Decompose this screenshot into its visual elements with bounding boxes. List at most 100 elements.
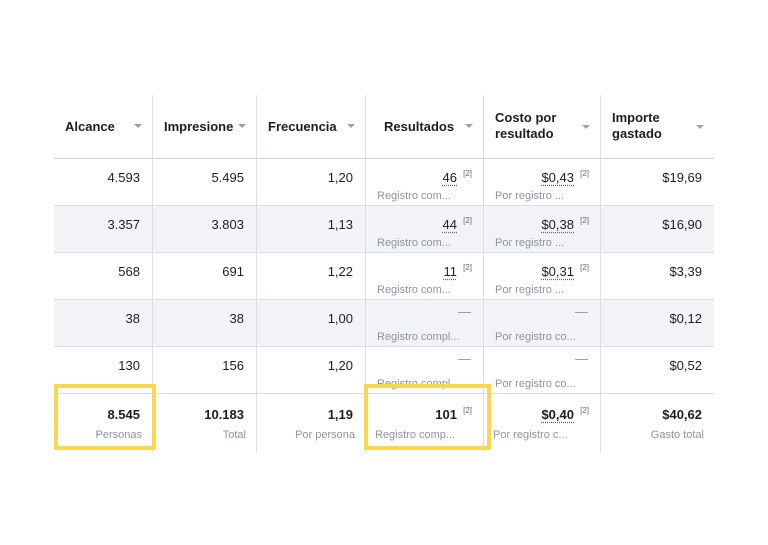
cell-importe: $0,12 [601, 300, 714, 346]
column-header-label: Costo por resultado [495, 110, 557, 141]
resultados-empty-value: — [458, 351, 471, 366]
result-type-label: Registro compl... [377, 331, 460, 343]
total-impresiones: 10.183 Total [153, 394, 257, 452]
total-costo: $0,40 [2] Por registro c... [484, 394, 601, 452]
column-header-resultados[interactable]: Resultados [366, 95, 484, 158]
resultados-empty-value: — [458, 304, 471, 319]
total-frecuencia-value: 1,19 [327, 407, 353, 422]
footnote-marker: [2] [580, 406, 589, 415]
column-header-label: Resultados [384, 119, 455, 134]
total-alcance: 8.545 Personas [54, 394, 153, 452]
cost-type-label: Por registro co... [495, 378, 576, 390]
cell-alcance: 130 [54, 347, 153, 393]
importe-value: $3,39 [669, 264, 702, 279]
impresiones-value: 691 [222, 264, 244, 279]
total-resultados-label: Registro comp... [375, 429, 456, 441]
total-frecuencia-label: Por persona [295, 429, 355, 441]
cell-resultados: — Registro compl... [366, 347, 484, 393]
result-type-label: Registro com... [377, 284, 451, 296]
impresiones-value: 38 [229, 311, 244, 326]
column-header-label: Importe gastado [612, 110, 662, 141]
importe-value: $16,90 [662, 217, 702, 232]
column-header-costo-por-resultado[interactable]: Costo por resultado [484, 95, 601, 158]
cell-costo: $0,43 [2] Por registro ... [484, 159, 601, 205]
impresiones-value: 5.495 [211, 170, 244, 185]
total-impresiones-label: Total [222, 429, 246, 441]
cost-type-label: Por registro co... [495, 331, 576, 343]
alcance-value: 3.357 [107, 217, 140, 232]
sort-arrow-icon[interactable] [465, 124, 473, 128]
cell-resultados: 11 [2] Registro com... [366, 253, 484, 299]
total-frecuencia: 1,19 Por persona [257, 394, 366, 452]
cost-type-label: Por registro ... [495, 237, 565, 249]
alcance-value: 568 [118, 264, 140, 279]
cell-costo: — Por registro co... [484, 347, 601, 393]
cell-frecuencia: 1,20 [257, 347, 366, 393]
result-type-label: Registro com... [377, 237, 451, 249]
footnote-marker: [2] [580, 216, 589, 225]
column-header-alcance[interactable]: Alcance [54, 95, 153, 158]
importe-value: $0,12 [669, 311, 702, 326]
column-header-label: Frecuencia [268, 119, 337, 134]
cell-frecuencia: 1,13 [257, 206, 366, 252]
costo-value[interactable]: $0,43 [541, 170, 574, 185]
total-importe-value: $40,62 [662, 407, 702, 422]
alcance-value: 38 [125, 311, 140, 326]
costo-value[interactable]: $0,38 [541, 217, 574, 232]
total-alcance-value: 8.545 [107, 407, 140, 422]
frecuencia-value: 1,00 [327, 311, 353, 326]
cell-alcance: 38 [54, 300, 153, 346]
frecuencia-value: 1,22 [327, 264, 353, 279]
cost-type-label: Por registro ... [495, 190, 565, 202]
cell-alcance: 3.357 [54, 206, 153, 252]
cell-resultados: 46 [2] Registro com... [366, 159, 484, 205]
cell-importe: $0,52 [601, 347, 714, 393]
costo-value[interactable]: $0,31 [541, 264, 574, 279]
cell-costo: $0,31 [2] Por registro ... [484, 253, 601, 299]
column-header-importe-gastado[interactable]: Importe gastado [601, 95, 714, 158]
result-type-label: Registro com... [377, 190, 451, 202]
table-row: 3.357 3.803 1,13 44 [2] Registro com... … [54, 206, 714, 253]
footnote-marker: [2] [580, 169, 589, 178]
resultados-value[interactable]: 11 [443, 264, 458, 279]
footnote-marker: [2] [463, 216, 472, 225]
footnote-marker: [2] [463, 406, 472, 415]
cell-frecuencia: 1,22 [257, 253, 366, 299]
total-resultados-value: 101 [435, 407, 457, 422]
alcance-value: 130 [118, 358, 140, 373]
sort-arrow-icon[interactable] [238, 124, 246, 128]
frecuencia-value: 1,20 [327, 358, 353, 373]
cell-costo: — Por registro co... [484, 300, 601, 346]
total-costo-label: Por registro c... [493, 429, 568, 441]
cell-impresiones: 3.803 [153, 206, 257, 252]
cell-importe: $19,69 [601, 159, 714, 205]
cell-impresiones: 38 [153, 300, 257, 346]
sort-arrow-icon[interactable] [134, 124, 142, 128]
sort-arrow-icon[interactable] [582, 125, 590, 129]
sort-arrow-icon[interactable] [347, 124, 355, 128]
total-resultados: 101 [2] Registro comp... [366, 394, 484, 452]
cell-impresiones: 691 [153, 253, 257, 299]
cell-resultados: 44 [2] Registro com... [366, 206, 484, 252]
resultados-value[interactable]: 46 [442, 170, 457, 185]
total-importe: $40,62 Gasto total [601, 394, 714, 452]
sort-arrow-icon[interactable] [696, 125, 704, 129]
total-alcance-label: Personas [95, 429, 142, 441]
column-header-impresiones[interactable]: Impresione [153, 95, 257, 158]
cell-costo: $0,38 [2] Por registro ... [484, 206, 601, 252]
totals-row: 8.545 Personas 10.183 Total 1,19 Por per… [54, 394, 714, 452]
footnote-marker: [2] [463, 263, 472, 272]
resultados-value[interactable]: 44 [442, 217, 457, 232]
cell-resultados: — Registro compl... [366, 300, 484, 346]
costo-empty-value: — [575, 351, 588, 366]
column-header-frecuencia[interactable]: Frecuencia [257, 95, 366, 158]
total-costo-value[interactable]: $0,40 [541, 407, 574, 422]
impresiones-value: 156 [222, 358, 244, 373]
table-row: 4.593 5.495 1,20 46 [2] Registro com... … [54, 159, 714, 206]
table-header: Alcance Impresione Frecuencia Resultados… [54, 95, 714, 159]
cell-alcance: 4.593 [54, 159, 153, 205]
total-impresiones-value: 10.183 [204, 407, 244, 422]
table-row: 568 691 1,22 11 [2] Registro com... $0,3… [54, 253, 714, 300]
cell-impresiones: 5.495 [153, 159, 257, 205]
result-type-label: Registro compl... [377, 378, 460, 390]
